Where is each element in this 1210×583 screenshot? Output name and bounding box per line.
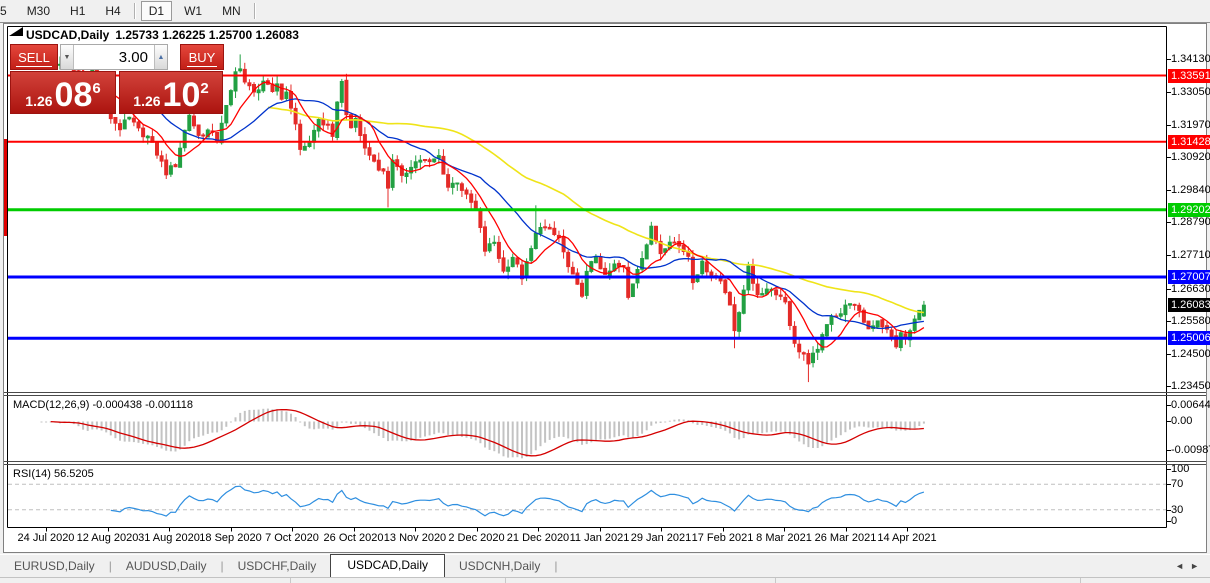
date-axis-label: 18 Sep 2020 [199, 532, 262, 544]
sell-button[interactable]: SELL [10, 44, 58, 70]
current-price-tag: 1.26083 [1168, 298, 1210, 312]
macd-label: MACD(12,26,9) -0.000438 -0.001118 [13, 399, 193, 411]
chart-tab-bar: EURUSD,Daily | AUDUSD,Daily | USDCHF,Daily US… [0, 554, 1210, 577]
price-axis-tick: 1.31970 [1171, 119, 1210, 131]
ma-8 [73, 60, 925, 348]
chart-tab-AUDUSD[interactable]: AUDUSD,Daily [125, 559, 207, 573]
price-level-tag: 1.25006 [1168, 331, 1210, 345]
timeframe-5[interactable]: 5 [0, 4, 7, 18]
price-axis-tick: 1.23450 [1171, 380, 1210, 392]
rsi-axis-tick: 100 [1171, 463, 1190, 475]
macd-axis-zero: 0.00 [1171, 415, 1193, 427]
date-axis-label: 8 Mar 2021 [756, 532, 812, 544]
horizontal-levels[interactable] [8, 74, 1166, 340]
macd-histogram [40, 408, 925, 459]
date-axis-label: 12 Aug 2020 [76, 532, 139, 544]
rsi-axis-tick: 0 [1171, 515, 1178, 527]
symbol-period-label: USDCAD,Daily [26, 28, 110, 42]
price-axis-tick: 1.24500 [1171, 348, 1210, 360]
price-level-tag: 1.31428 [1168, 135, 1210, 149]
date-axis-label: 31 Aug 2020 [138, 532, 200, 544]
volume-decrease-icon[interactable]: ▼ [61, 45, 74, 69]
rsi-label: RSI(14) 56.5205 [13, 468, 94, 480]
ma-20 [128, 84, 924, 330]
timeframe-W1[interactable]: W1 [184, 4, 203, 18]
toolbar-separator [253, 3, 256, 19]
rsi-axis-tick: 70 [1171, 478, 1184, 490]
tab-separator: | [554, 559, 558, 573]
price-axis-tick: 1.27710 [1171, 249, 1210, 261]
volume-stepper: ▼ ▲ [60, 44, 168, 70]
statusbar-separator [290, 578, 291, 583]
chart-symbol-title: USDCAD,Daily 1.25733 1.26225 1.25700 1.26… [26, 28, 299, 42]
tab-scroll-left-icon[interactable]: ◄ [1175, 561, 1191, 571]
price-axis-tick: 1.34130 [1171, 53, 1210, 65]
macd-axis-max: 0.006444 [1171, 399, 1210, 411]
rsi-line [110, 485, 925, 517]
price-axis-tick: 1.25580 [1171, 315, 1210, 327]
status-bar [0, 577, 1210, 583]
statusbar-separator [775, 578, 776, 583]
volume-increase-icon[interactable]: ▲ [154, 45, 167, 69]
chart-tab-USDCAD[interactable]: USDCAD,Daily [330, 554, 445, 577]
timeframe-toolbar: 5 M30 H1 H4 D1 W1 MN [0, 0, 1210, 23]
price-axis-tick: 1.30920 [1171, 151, 1210, 163]
chart-tab-USDCHF[interactable]: USDCHF,Daily [237, 559, 317, 573]
date-axis-label: 21 Dec 2020 [506, 532, 570, 544]
price-axis-tick: 1.26630 [1171, 283, 1210, 295]
tab-separator: | [108, 559, 112, 573]
date-axis-label: 26 Mar 2021 [814, 532, 877, 544]
timeframe-H4[interactable]: H4 [105, 4, 121, 18]
macd-axis-min: -0.009871 [1171, 444, 1210, 456]
rsi-axis-tick: 30 [1171, 504, 1184, 516]
timeframe-D1[interactable]: D1 [140, 1, 173, 21]
date-axis-label: 17 Feb 2021 [691, 532, 754, 544]
date-axis-label: 11 Jan 2021 [569, 532, 630, 544]
toolbar-separator [133, 3, 136, 19]
date-axis-label: 7 Oct 2020 [265, 532, 319, 544]
chart-tab-USDCNH[interactable]: USDCNH,Daily [459, 559, 541, 573]
price-level-tag: 1.33591 [1168, 69, 1210, 83]
date-axis-label: 26 Oct 2020 [323, 532, 384, 544]
statusbar-separator [505, 578, 506, 583]
price-axis-tick: 1.28790 [1171, 216, 1210, 228]
macd-signal-line [50, 408, 924, 457]
tab-separator: | [220, 559, 224, 573]
buy-price-display[interactable]: 1.26 10 2 [119, 71, 223, 114]
date-axis-label: 14 Apr 2021 [877, 532, 937, 544]
date-axis-label: 2 Dec 2020 [448, 532, 505, 544]
timeframe-M30[interactable]: M30 [26, 4, 51, 18]
ma-50 [267, 106, 924, 314]
price-axis-tick: 1.29840 [1171, 184, 1210, 196]
one-click-collapse-icon[interactable] [9, 27, 23, 36]
chart-tab-EURUSD[interactable]: EURUSD,Daily [14, 559, 95, 573]
volume-input[interactable] [74, 45, 154, 69]
left-edge-line [4, 139, 7, 236]
buy-button[interactable]: BUY [180, 44, 224, 70]
date-axis-label: 29 Jan 2021 [630, 532, 692, 544]
sell-price-display[interactable]: 1.26 08 6 [10, 71, 116, 114]
price-level-tag: 1.29202 [1168, 203, 1210, 217]
tab-scroll-arrows[interactable]: ◄► [1175, 561, 1205, 571]
date-axis-label: 13 Nov 2020 [383, 532, 447, 544]
date-axis-label: 24 Jul 2020 [17, 532, 75, 544]
ohlc-values: 1.25733 1.26225 1.25700 1.26083 [115, 28, 299, 42]
price-axis-tick: 1.33050 [1171, 86, 1210, 98]
tab-scroll-right-icon[interactable]: ► [1190, 561, 1205, 571]
timeframe-H1[interactable]: H1 [70, 4, 86, 18]
timeframe-MN[interactable]: MN [222, 4, 241, 18]
statusbar-separator [1080, 578, 1081, 583]
price-level-tag: 1.27007 [1168, 270, 1210, 284]
